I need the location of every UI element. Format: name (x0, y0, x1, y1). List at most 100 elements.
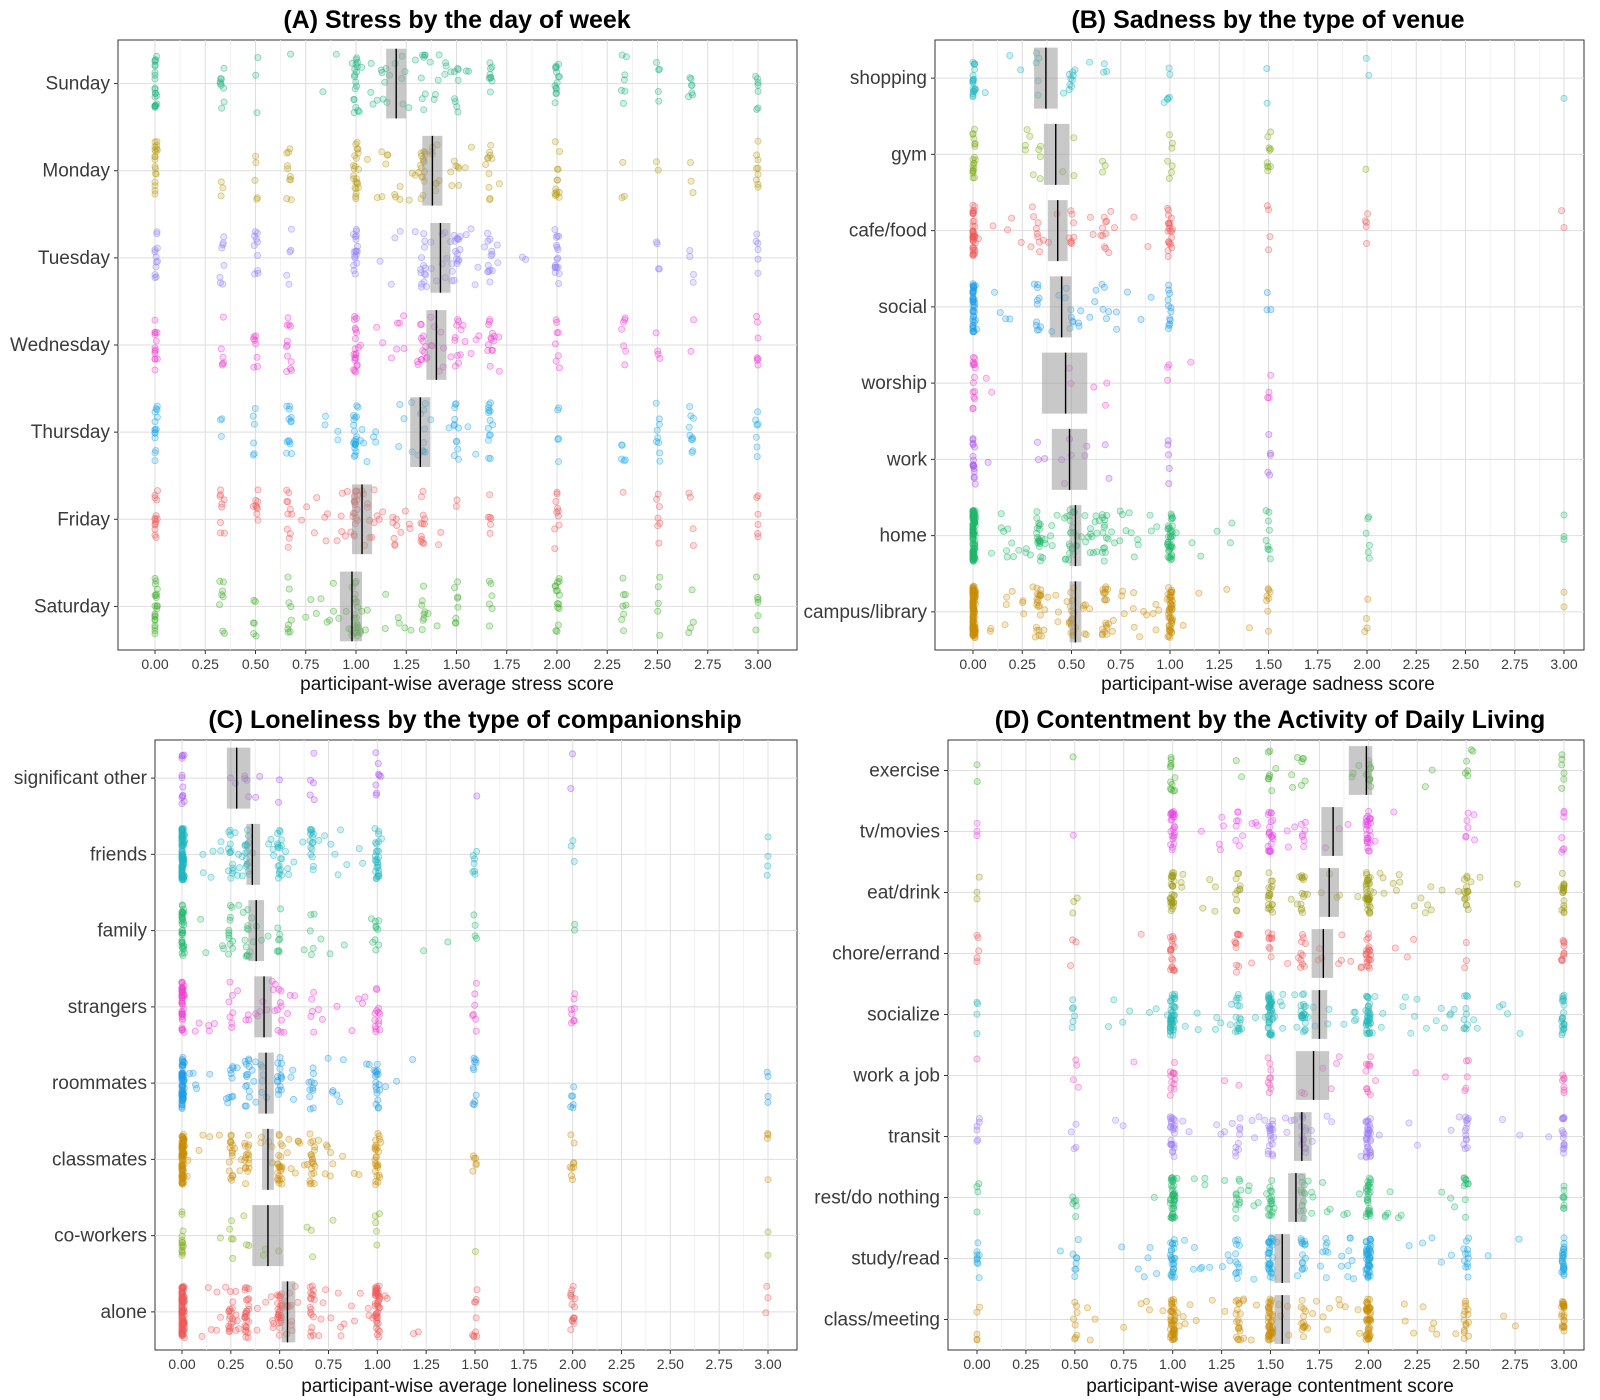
data-point (350, 109, 358, 117)
data-point (1298, 1296, 1306, 1304)
data-point (1146, 1306, 1154, 1314)
data-point (1282, 1114, 1290, 1122)
data-point (1269, 831, 1277, 839)
data-point (1166, 593, 1174, 601)
data-point (1421, 909, 1429, 917)
data-point (1559, 1251, 1567, 1259)
data-point (1181, 1320, 1189, 1328)
data-point (1558, 848, 1566, 856)
data-point (306, 1105, 314, 1113)
data-point (1170, 1059, 1178, 1067)
data-point (653, 495, 661, 503)
data-point (1293, 1023, 1301, 1031)
data-point (1206, 1263, 1214, 1271)
data-point (1168, 162, 1176, 170)
data-point (1263, 306, 1271, 314)
data-point (754, 533, 762, 541)
data-point (253, 1326, 261, 1334)
data-point (618, 51, 626, 59)
data-point (407, 626, 415, 634)
data-point (1155, 606, 1163, 614)
data-point (411, 228, 419, 236)
data-point (152, 446, 160, 454)
data-point (372, 1219, 380, 1227)
data-point (1110, 996, 1118, 1004)
data-point (553, 165, 561, 173)
data-point (654, 88, 662, 96)
data-point (1190, 1244, 1198, 1252)
data-point (233, 1317, 241, 1325)
data-point (754, 255, 762, 263)
data-point (1558, 869, 1566, 877)
data-point (1560, 223, 1568, 231)
data-point (321, 412, 329, 420)
data-point (1266, 945, 1274, 953)
data-point (1022, 545, 1030, 553)
data-point (1460, 1257, 1468, 1265)
data-point (969, 85, 977, 93)
data-point (1170, 1182, 1178, 1190)
data-point (1134, 536, 1142, 544)
data-point (1476, 873, 1484, 881)
data-point (1105, 474, 1113, 482)
data-point (1232, 875, 1240, 883)
data-point (1077, 307, 1085, 315)
data-point (654, 490, 662, 498)
data-point (226, 978, 234, 986)
data-point (228, 991, 236, 999)
data-point (754, 269, 762, 277)
data-point (359, 859, 367, 867)
data-point (382, 590, 390, 598)
data-point (753, 573, 761, 581)
data-point (1165, 547, 1173, 555)
data-point (1362, 1060, 1370, 1068)
data-point (267, 1293, 275, 1301)
data-point (1074, 1083, 1082, 1091)
data-point (1171, 966, 1179, 974)
category-label: Monday (42, 161, 110, 182)
data-point (1105, 308, 1113, 316)
data-point (350, 95, 358, 103)
x-tick-label: 2.50 (1452, 656, 1479, 672)
data-point (1168, 816, 1176, 824)
data-point (444, 938, 452, 946)
data-point (457, 326, 465, 334)
data-point (687, 347, 695, 355)
data-point (178, 1208, 186, 1216)
data-point (369, 100, 377, 108)
data-point (689, 447, 697, 455)
data-point (179, 783, 187, 791)
data-point (417, 254, 425, 262)
data-point (969, 90, 977, 98)
data-point (486, 88, 494, 96)
data-point (620, 192, 628, 200)
data-point (179, 918, 187, 926)
data-point (220, 529, 228, 537)
data-point (1168, 1078, 1176, 1086)
data-point (151, 84, 159, 92)
data-point (372, 781, 380, 789)
data-point (764, 1130, 772, 1138)
data-point (195, 1146, 203, 1154)
data-point (1462, 1084, 1470, 1092)
data-point (373, 1060, 381, 1068)
data-point (1071, 1273, 1079, 1281)
data-point (372, 1136, 380, 1144)
data-point (373, 96, 381, 104)
data-point (277, 1140, 285, 1148)
data-point (217, 192, 225, 200)
data-point (400, 344, 408, 352)
category-label: significant other (14, 768, 148, 789)
data-point (570, 1160, 578, 1168)
data-point (488, 592, 496, 600)
data-point (372, 985, 380, 993)
data-point (262, 1298, 270, 1306)
data-point (371, 852, 379, 860)
data-point (689, 525, 697, 533)
data-point (1070, 1076, 1078, 1084)
data-point (152, 258, 160, 266)
data-point (151, 274, 159, 282)
data-point (329, 579, 337, 587)
data-point (277, 905, 285, 913)
data-point (1220, 822, 1228, 830)
